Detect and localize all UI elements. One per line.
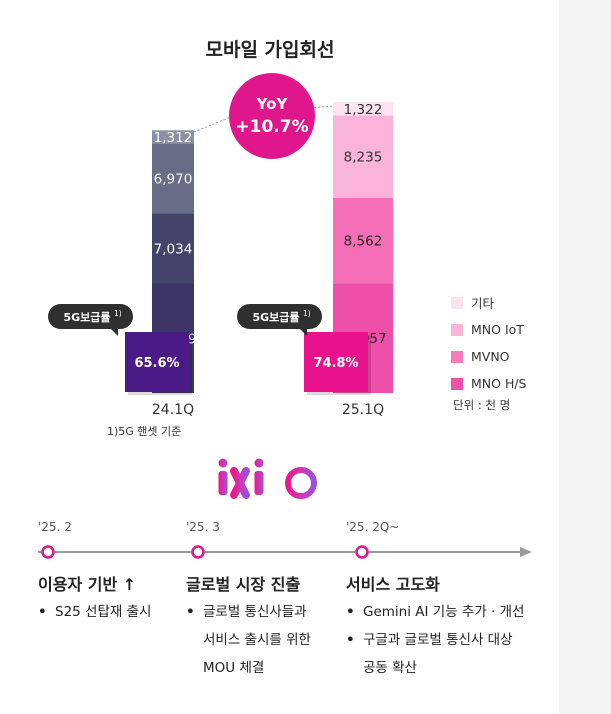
penetration-callout: [48, 304, 133, 329]
legend-label: 기타: [471, 296, 495, 311]
milestone-list: S25 선탑재 출시: [38, 598, 151, 626]
milestone-item-line: Gemini AI 기능 추가 · 개선: [363, 604, 525, 620]
timeline-dot: [191, 545, 205, 559]
data-label: 6,970: [154, 171, 193, 187]
legend-swatch: [451, 323, 463, 336]
data-label: 8,235: [344, 150, 383, 166]
milestone-item-line: 서비스 출시를 위한: [203, 632, 311, 648]
penetration-footnote-mark: 1): [114, 309, 122, 318]
legend-label: MNO IoT: [471, 322, 524, 337]
penetration-box: [125, 332, 189, 392]
legend-label: MVNO: [471, 349, 510, 364]
penetration-label: 5G보급률: [63, 311, 110, 324]
legend-item: MNO H/S: [451, 370, 527, 397]
data-label: 1,322: [344, 102, 383, 118]
milestone-item-line: S25 선탑재 출시: [55, 604, 152, 620]
milestone-date: '25. 2: [38, 520, 72, 534]
data-label: 7,034: [154, 241, 193, 257]
yoy-label: YoY: [256, 95, 289, 113]
bar-segment: [333, 115, 393, 198]
data-label: 8,562: [344, 234, 383, 250]
bar-segment: [333, 197, 393, 284]
penetration-callout: [237, 304, 322, 329]
legend-swatch: [451, 296, 463, 309]
milestone-item: Gemini AI 기능 추가 · 개선: [346, 598, 524, 626]
milestone-item: S25 선탑재 출시: [38, 598, 151, 626]
bar-segment: [152, 213, 194, 284]
x-tick-label: 24.1Q: [152, 402, 194, 418]
ixi-o-logo: [218, 458, 317, 499]
penetration-value: 65.6%: [134, 356, 179, 371]
milestone-title: 글로벌 시장 진출: [186, 575, 301, 594]
penetration-footnote-mark: 1): [303, 309, 311, 318]
legend-item: MVNO: [451, 343, 527, 370]
legend-swatch: [451, 377, 463, 390]
timeline: [38, 545, 532, 559]
timeline-dot: [41, 545, 55, 559]
milestone-item-line: 글로벌 통신사들과: [203, 604, 307, 620]
milestone-date: '25. 3: [186, 520, 220, 534]
chart-title: 모바일 가입회선: [205, 39, 335, 61]
unit-note: 단위 : 천 명: [453, 398, 511, 412]
content-panel: 모바일 가입회선 10,9497,0346,9701,31224.1Q10,95…: [0, 0, 559, 714]
legend-item: MNO IoT: [451, 316, 527, 343]
yoy-value: +10.7%: [235, 117, 308, 137]
legend-swatch: [451, 350, 463, 363]
timeline-arrowhead: [520, 547, 532, 557]
data-label: 1,312: [154, 130, 193, 146]
bar-segment: [152, 130, 194, 144]
bar-segment: [333, 102, 393, 116]
legend-label: MNO H/S: [471, 376, 527, 391]
penetration-box: [304, 332, 368, 392]
penetration-callout-tail: [299, 328, 307, 336]
milestone-title: 이용자 기반 ↑: [38, 575, 137, 594]
milestone-title: 서비스 고도화: [346, 575, 440, 594]
milestone-item-line: 구글과 글로벌 통신사 대상: [363, 632, 513, 648]
chart-legend: 기타 MNO IoT MVNO MNO H/S: [451, 289, 527, 397]
bar-segment: [152, 143, 194, 214]
legend-item: 기타: [451, 289, 527, 316]
yoy-badge: [229, 73, 315, 159]
penetration-value: 74.8%: [313, 356, 358, 371]
milestone-date: '25. 2Q~: [346, 520, 400, 534]
milestone-item-line: 공동 확산: [363, 660, 417, 676]
penetration-label: 5G보급률: [252, 311, 299, 324]
stacked-bar-chart: 10,9497,0346,9701,31224.1Q10,9578,5628,2…: [48, 73, 393, 418]
timeline-dot: [355, 545, 369, 559]
milestone-item-line: MOU 체결: [203, 660, 265, 676]
x-tick-label: 25.1Q: [342, 402, 384, 418]
chart-footnote: 1)5G 핸셋 기준: [107, 425, 182, 438]
penetration-callout-tail: [110, 328, 118, 336]
